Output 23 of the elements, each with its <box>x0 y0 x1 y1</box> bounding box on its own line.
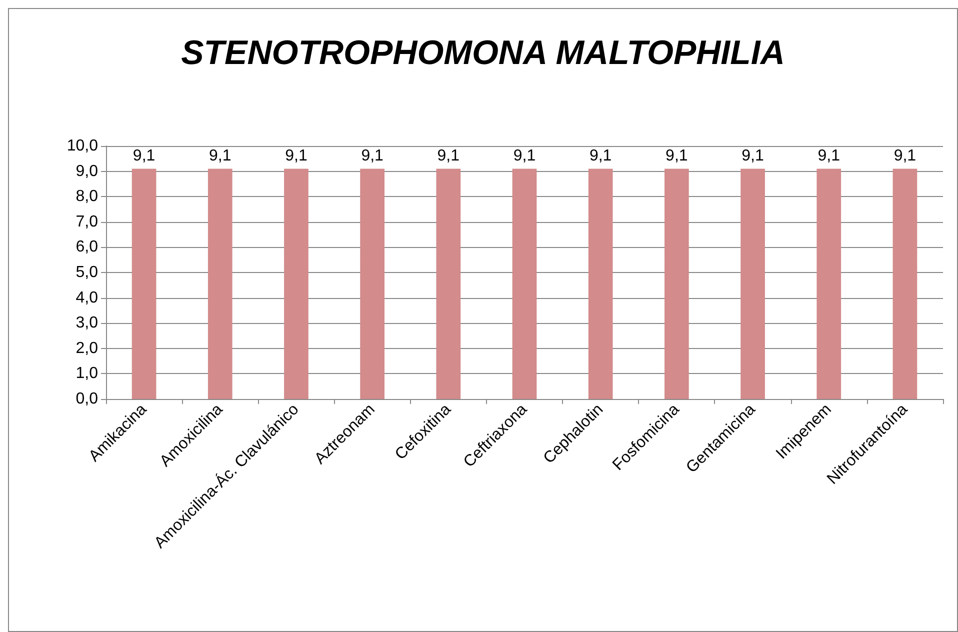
data-label: 9,1 <box>132 147 156 164</box>
y-tick-label: 9,0 <box>76 162 98 180</box>
data-label: 9,1 <box>513 147 536 164</box>
data-label: 9,1 <box>742 147 764 164</box>
y-tick-label: 8,0 <box>76 188 98 206</box>
y-tick-label: 10,0 <box>66 138 98 154</box>
y-tick-label: 0,0 <box>76 390 98 408</box>
data-label: 9,1 <box>361 147 384 164</box>
y-tick-label: 5,0 <box>76 264 98 281</box>
y-tick-label: 4,0 <box>76 289 98 306</box>
data-label: 9,1 <box>437 147 460 164</box>
data-label: 9,1 <box>285 147 308 164</box>
data-label: 9,1 <box>894 147 916 164</box>
y-tick-label: 3,0 <box>76 314 98 332</box>
y-tick-label: 7,0 <box>76 213 98 230</box>
data-label: 9,1 <box>209 147 232 164</box>
data-label: 9,1 <box>818 147 840 164</box>
data-label: 9,1 <box>666 147 688 164</box>
y-tick-label: 2,0 <box>76 340 98 357</box>
y-tick-label: 6,0 <box>76 238 98 256</box>
y-tick-label: 1,0 <box>76 365 98 382</box>
chart-title: STENOTROPHOMONA MALTOPHILIA <box>181 34 785 72</box>
data-label: 9,1 <box>589 147 612 164</box>
